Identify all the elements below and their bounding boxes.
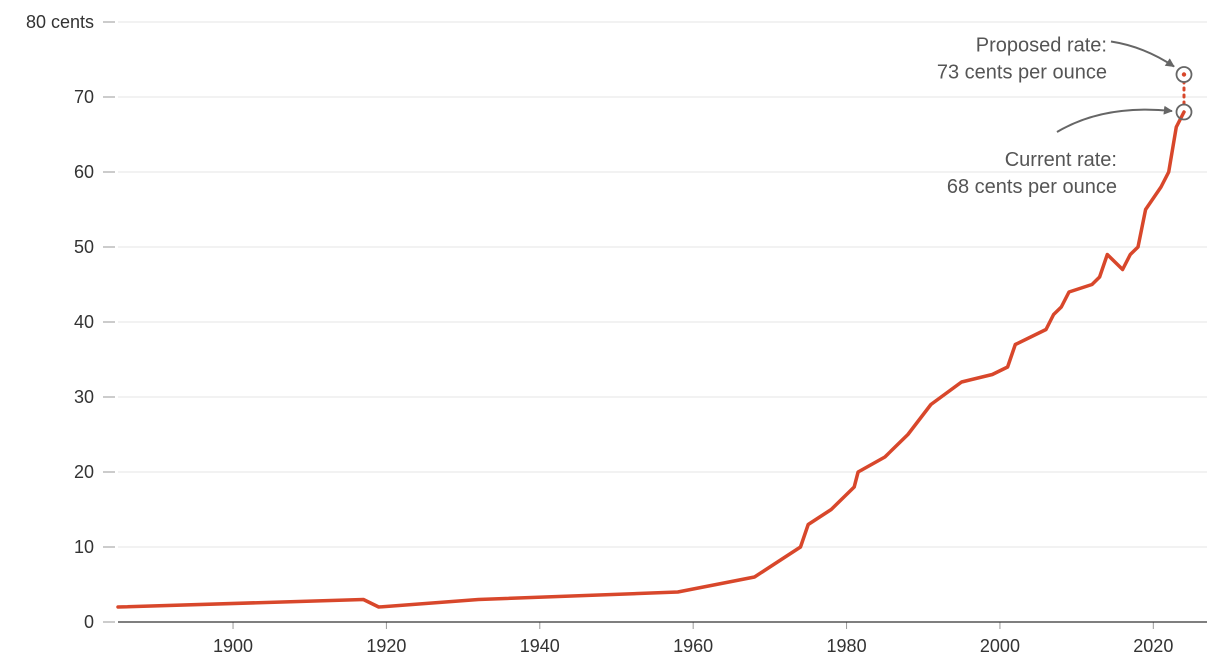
y-tick-label: 40 xyxy=(74,312,94,332)
x-tick-label: 1980 xyxy=(827,636,867,656)
x-tick-label: 1900 xyxy=(213,636,253,656)
x-tick-label: 1920 xyxy=(366,636,406,656)
y-tick-label: 10 xyxy=(74,537,94,557)
y-tick-label: 60 xyxy=(74,162,94,182)
series-group xyxy=(116,81,1186,609)
grid-lines xyxy=(118,21,1207,548)
x-tick-label: 1960 xyxy=(673,636,713,656)
y-tick-label: 0 xyxy=(84,612,94,632)
proposed-rate-marker-dot xyxy=(1181,72,1187,77)
x-axis: 1900 1920 1940 1960 1980 2000 2020 xyxy=(213,622,1173,656)
x-tick-label: 2020 xyxy=(1133,636,1173,656)
x-tick-label: 2000 xyxy=(980,636,1020,656)
proposed-rate-value: 73 cents per ounce xyxy=(937,62,1107,84)
y-axis: 0 10 20 30 40 50 60 70 80 cents xyxy=(26,12,115,632)
current-rate-value: 68 cents per ounce xyxy=(947,176,1117,198)
annotations-group: Proposed rate: 73 cents per ounce Current … xyxy=(937,35,1193,198)
proposed-rate-label: Proposed rate: xyxy=(976,35,1107,57)
series-line xyxy=(116,110,1186,609)
y-tick-label: 50 xyxy=(74,237,94,257)
y-tick-label: 70 xyxy=(74,87,94,107)
y-tick-label: 20 xyxy=(74,462,94,482)
y-tick-label: 30 xyxy=(74,387,94,407)
x-tick-label: 1940 xyxy=(520,636,560,656)
current-rate-label: Current rate: xyxy=(1005,149,1117,171)
current-rate-marker xyxy=(1175,103,1193,121)
current-rate-arrow xyxy=(1056,105,1173,133)
proposed-rate-arrow xyxy=(1110,40,1175,68)
y-tick-label: 80 cents xyxy=(26,12,94,32)
